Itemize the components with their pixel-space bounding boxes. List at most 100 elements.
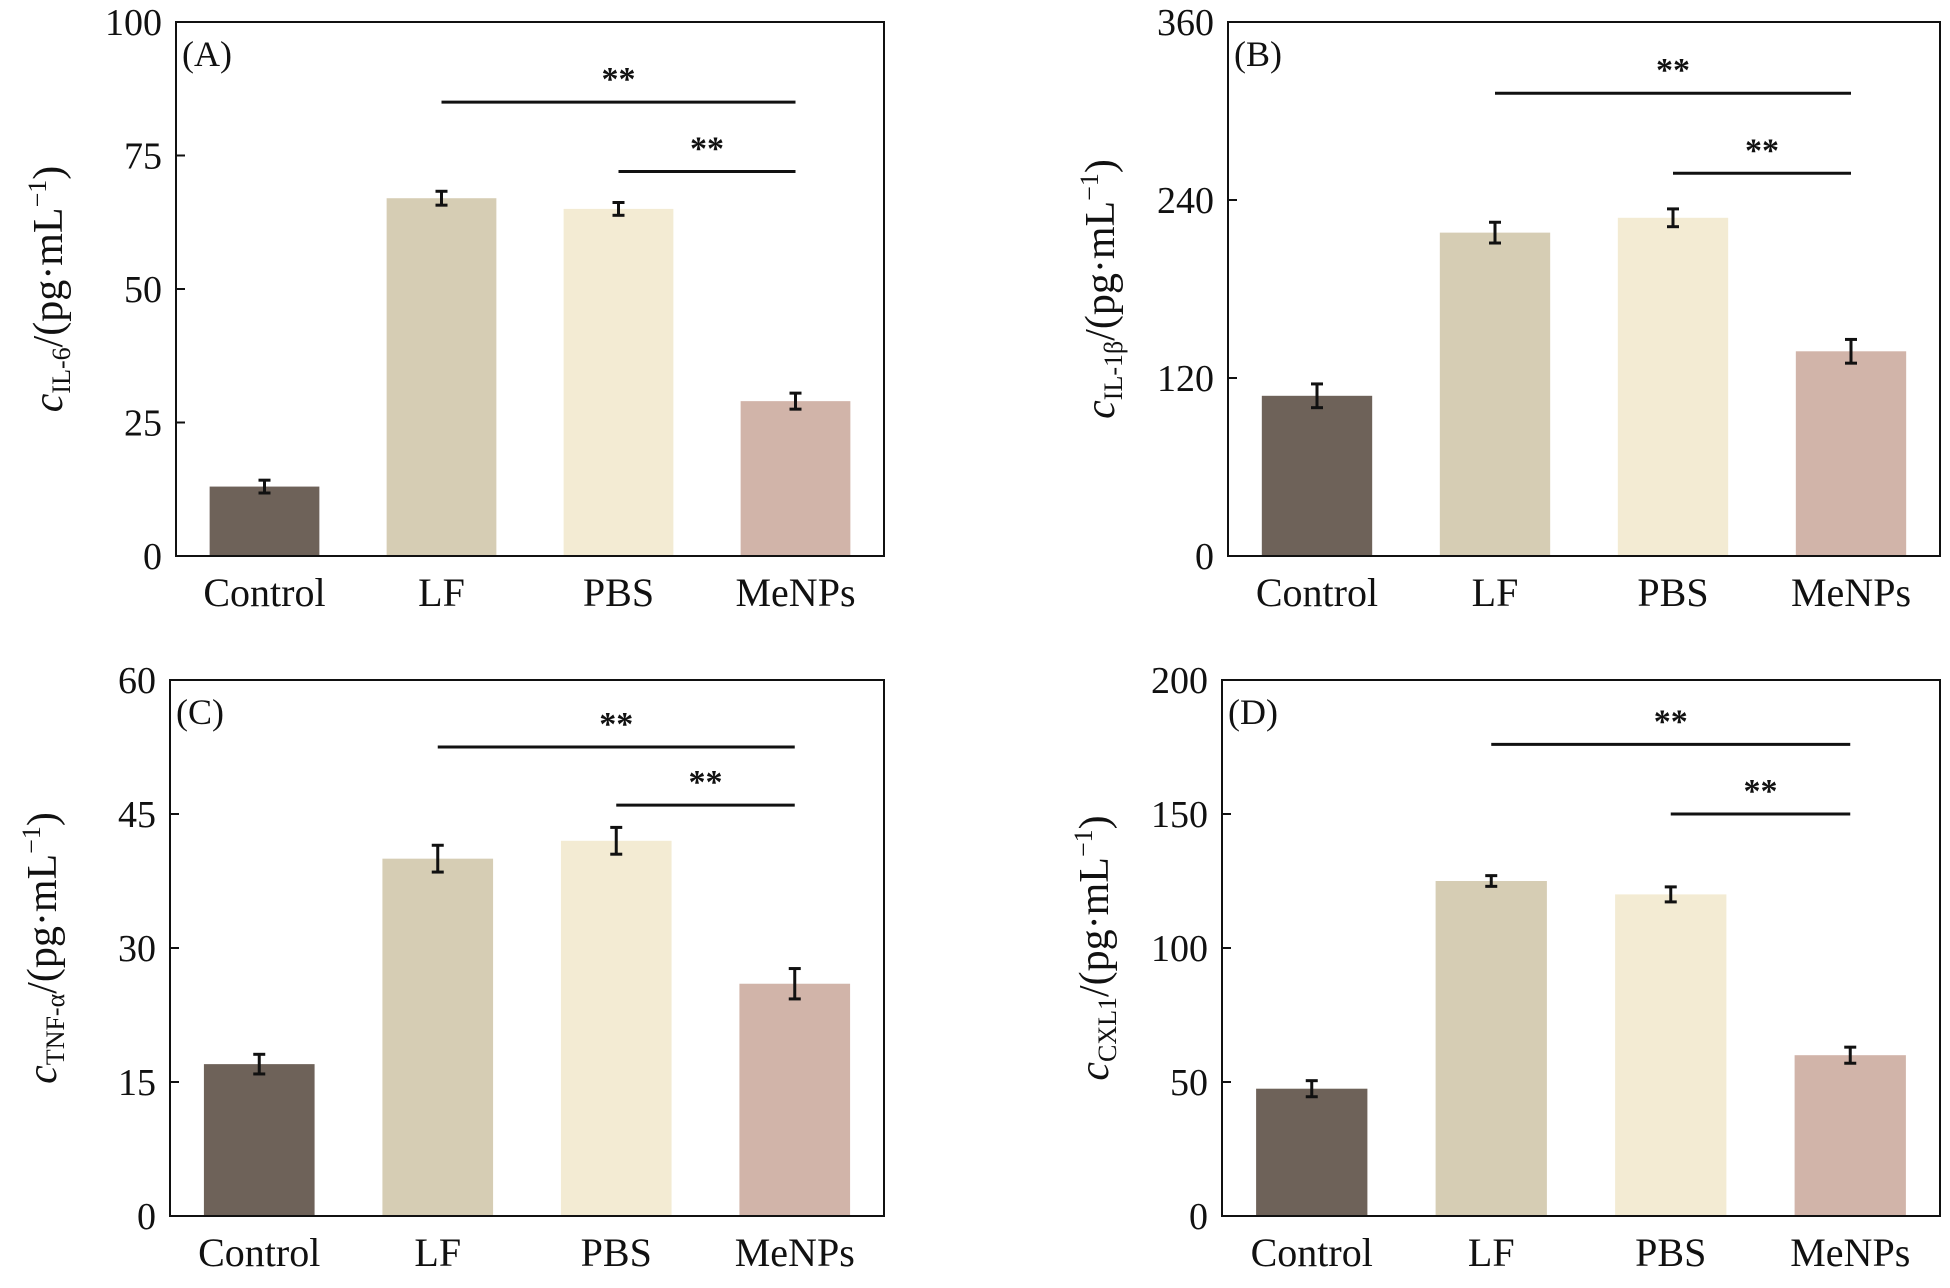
significance-label: ** [599,706,633,743]
error-bar [258,478,271,495]
y-axis-label-exp: −1 [1069,829,1098,857]
bar-lf [1439,232,1551,556]
bar-lf [382,858,494,1216]
y-axis-label: cCXL1/(pg·mL−1) [1069,815,1122,1080]
y-tick-label: 100 [1151,928,1208,970]
y-axis-label-close: ) [1078,159,1124,173]
y-axis-label-unit: /(pg·mL [1078,201,1124,341]
y-axis-label-close: ) [1072,815,1118,829]
x-tick-label: LF [1468,1230,1515,1275]
error-bar [610,825,623,856]
x-tick-label: Control [203,570,325,615]
x-tick-label: LF [418,570,465,615]
bar-lf [386,198,497,556]
y-axis-label-sub: IL-1β [1099,341,1128,400]
y-axis-label-sub: CXL1 [1093,997,1122,1062]
bar-pbs [560,840,672,1216]
error-bar [1485,874,1498,888]
x-tick-label: Control [1256,570,1378,615]
panel-label: (B) [1234,34,1282,74]
y-tick-label: 60 [118,660,156,702]
significance-label: ** [690,131,724,168]
y-tick-label: 75 [124,136,162,178]
x-tick-label: LF [1472,570,1519,615]
bar-menps [1795,351,1907,556]
y-axis-label-sub: IL-6 [47,347,76,393]
panel-d: 0 50 100 150 200 Control LF PBS MeNPs (D) ** ** cCXL… [1069,660,1941,1275]
y-tick-label: 50 [1170,1062,1208,1104]
bar-pbs [1617,217,1729,557]
error-bar [1305,1079,1318,1099]
x-tick-label: PBS [581,1230,652,1275]
error-bar [788,967,801,1001]
y-axis-label-exp: −1 [17,826,46,854]
y-tick-label: 15 [118,1062,156,1104]
panel-label: (A) [182,34,232,74]
bar-menps [1794,1055,1906,1216]
y-axis-label-var: c [1078,400,1124,419]
bar-lf [1435,881,1547,1216]
x-tick-label: Control [198,1230,320,1275]
panel-a: 0 25 50 75 100 Control LF PBS MeNPs (A) ** ** cIL-6/… [23,2,885,615]
panel-label: (C) [176,692,224,732]
y-axis-label: cIL-1β/(pg·mL−1) [1075,159,1128,419]
panel-b: 0 120 240 360 Control LF PBS MeNPs (B) ** ** cIL-1β… [1075,2,1941,615]
panel-c: 0 15 30 45 60 Control LF PBS MeNPs (C) ** ** cTNF-α/… [17,660,885,1275]
bar-pbs [563,208,674,556]
bar-menps [740,401,851,556]
y-axis-label-sub: TNF-α [41,993,70,1065]
error-bar [1844,1045,1857,1065]
significance-label: ** [1745,132,1779,169]
error-bar [1664,885,1677,904]
y-axis-label: cIL-6/(pg·mL−1) [23,166,76,413]
bar-menps [739,983,851,1216]
error-bar [1489,220,1501,245]
y-tick-label: 0 [1189,1196,1208,1238]
bar-pbs [1615,894,1727,1216]
y-axis-label-close: ) [20,812,66,826]
y-axis-label-var: c [1072,1062,1118,1081]
x-tick-label: MeNPs [1790,1230,1910,1275]
bar-control [209,486,320,556]
error-bar [431,843,444,874]
bar-control [1261,395,1373,556]
y-tick-label: 150 [1151,794,1208,836]
x-tick-label: Control [1251,1230,1373,1275]
y-axis-label-var: c [20,1065,66,1084]
error-bar [789,391,802,411]
x-tick-label: PBS [583,570,654,615]
y-tick-label: 200 [1151,660,1208,702]
y-axis-label: cTNF-α/(pg·mL−1) [17,812,70,1084]
y-axis-label-var: c [26,393,72,412]
significance-label: ** [1656,52,1690,89]
error-bar [253,1052,266,1076]
x-tick-label: PBS [1637,570,1708,615]
y-tick-label: 0 [137,1196,156,1238]
bar-control [203,1064,315,1216]
y-axis-label-unit: /(pg·mL [20,854,66,994]
error-bar [1311,382,1323,410]
x-tick-label: MeNPs [735,570,855,615]
significance-label: ** [689,764,723,801]
error-bar [435,189,448,207]
y-tick-label: 240 [1157,180,1214,222]
y-tick-label: 360 [1157,2,1214,44]
y-axis-label-exp: −1 [23,180,52,208]
y-tick-label: 45 [118,794,156,836]
bar-control [1256,1088,1368,1216]
significance-label: ** [1654,703,1688,740]
error-bar [1845,337,1857,365]
y-tick-label: 0 [143,536,162,578]
y-tick-label: 100 [105,2,162,44]
y-tick-label: 25 [124,403,162,445]
y-axis-label-exp: −1 [1075,173,1104,201]
error-bar [612,200,625,217]
x-tick-label: LF [414,1230,461,1275]
y-axis-label-unit: /(pg·mL [1072,857,1118,997]
significance-label: ** [1744,773,1778,810]
error-bar [1667,207,1679,229]
y-tick-label: 50 [124,269,162,311]
y-tick-label: 30 [118,928,156,970]
x-tick-label: MeNPs [1791,570,1911,615]
